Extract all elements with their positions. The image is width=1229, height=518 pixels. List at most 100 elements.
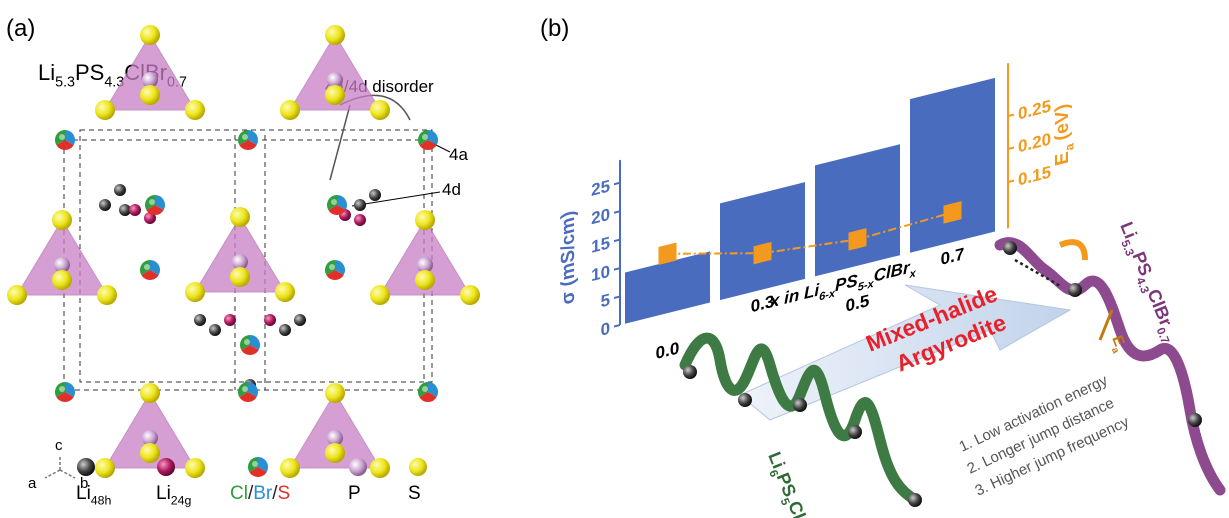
figure: (a)Li5.3PS4.3ClBr0.74a/4d disorder4a4dca… [0,0,1229,518]
atom [325,85,345,105]
mixed-site-shine [59,134,65,140]
x-tick-label: 0.7 [941,243,965,269]
x-axis-label-part: PS [835,270,858,295]
mixed-site-shine [329,264,335,270]
legend-label-part: Cl [230,483,248,504]
argyrodite-helix [1000,243,1220,490]
atom [224,314,236,326]
li-ion [1003,241,1017,255]
compound-label: Li6PS5Cl [760,449,809,518]
atom [209,324,221,336]
atom [370,458,390,478]
atom [7,285,27,305]
mixed-site-shine [242,134,248,140]
mixed-site-shine [242,386,248,392]
atom [140,85,160,105]
ea-label-part: a [1109,346,1121,356]
atom [325,25,345,45]
mixed-site-shine [244,339,250,345]
atom [185,282,205,302]
bar [815,144,900,276]
mixed-site-shine [144,264,150,270]
legend-label: Li48h [76,483,112,508]
y-tick [614,325,620,326]
x-axis-label-part: ClBr [874,257,911,286]
mixed-site-shine [149,199,155,205]
legend-swatch [77,458,95,476]
atom [415,270,435,290]
y2-axis-label-part: (eV) [1052,102,1073,148]
legend-swatch [157,458,175,476]
li-ion [793,398,807,412]
hop-arrow [1060,242,1085,260]
atom [194,314,206,326]
atom [460,285,480,305]
atom [325,383,345,403]
legend-label: Cl/Br/S [230,483,290,504]
atom [325,443,345,463]
legend-label-part: 48h [91,494,112,508]
legend-swatch [349,458,367,476]
axis-label: a [28,475,37,492]
legend-label-part: Li [76,483,91,504]
atom [114,184,126,196]
li-ion [683,365,697,379]
atom [185,100,205,120]
atom [140,443,160,463]
compound-label-part: 0.7 [1154,326,1172,346]
atom [354,199,366,211]
atom [369,189,381,201]
panel-label: (b) [540,15,569,42]
atom [230,207,250,227]
atom [97,285,117,305]
atom [185,458,205,478]
bar [720,182,805,300]
panel-label: (a) [6,15,35,42]
li-ion [1188,413,1202,427]
atom [52,270,72,290]
atom [230,267,250,287]
atom [99,199,111,211]
y-tick-label: 15 [591,232,610,257]
formula-part: Li [38,60,55,85]
x-axis-label-part: x [909,267,917,281]
mixed-site-shine [252,461,258,467]
atom [140,383,160,403]
axis-label: c [55,437,63,454]
ea-arrow [1100,310,1112,340]
y-tick-label: 10 [591,261,610,285]
y-tick-label: 0 [601,318,610,340]
x-tick-label: 0.0 [656,337,680,363]
x-axis-label-part: 6-x [819,287,836,303]
atom [275,282,295,302]
atom [95,458,115,478]
y-tick-label: 25 [591,175,610,200]
y-tick-label: 5 [601,289,611,311]
x-tick-label: 0.3 [751,291,775,317]
atom [415,210,435,230]
disorder-arrow [330,105,350,180]
y2-axis-label: Ea (eV) [1052,101,1076,168]
li-ion [908,493,922,507]
atom [129,204,141,216]
legend-swatch [409,458,427,476]
y-tick-label: 20 [591,204,610,228]
li-ion [848,425,862,439]
y2-tick-label: 0.20 [1018,129,1051,157]
legend-label: P [348,483,361,504]
atom [370,100,390,120]
formula-part: PS [75,60,104,85]
y2-tick-label: 0.15 [1018,161,1051,189]
site-label: 4a [449,145,468,164]
legend-label: Li24g [156,483,192,508]
mixed-site-shine [331,199,337,205]
atom [52,210,72,230]
compound-label-part: ClBr [1143,286,1176,329]
mixed-site-shine [422,134,428,140]
y-axis-label: σ (mS/cm) [558,209,579,307]
legend-label-part: 24g [171,494,192,508]
x-tick-label: 0.5 [846,290,870,316]
atom [370,285,390,305]
legend-label-part: Br [253,483,273,504]
y2-tick-label: 0.25 [1018,95,1051,123]
